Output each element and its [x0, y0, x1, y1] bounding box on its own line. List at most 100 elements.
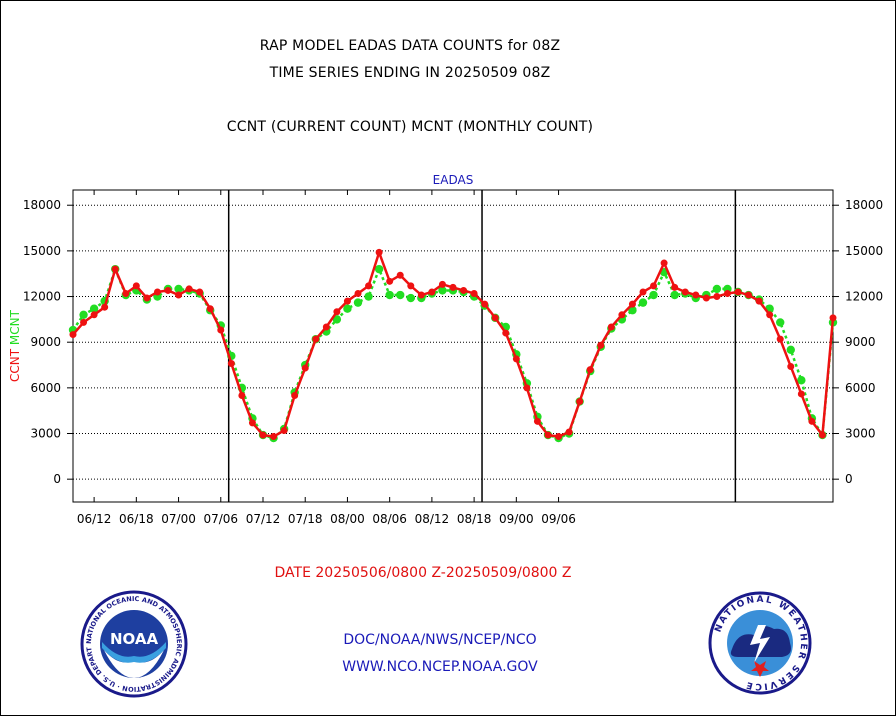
x-tick-label: 09/06 [541, 512, 576, 526]
data-point-ccnt [734, 288, 742, 296]
data-point-ccnt [69, 331, 77, 339]
data-point-ccnt [586, 366, 594, 374]
x-tick-label: 07/12 [246, 512, 281, 526]
plot-area-border [72, 189, 834, 503]
data-point-mcnt [353, 298, 363, 307]
data-point-mcnt [385, 290, 394, 300]
x-tick-label: 06/18 [119, 512, 154, 526]
data-point-ccnt [607, 323, 615, 331]
y-tick-label-left: 18000 [23, 198, 61, 212]
data-point-ccnt [555, 433, 563, 441]
data-point-ccnt [164, 286, 172, 294]
data-point-ccnt [143, 294, 151, 302]
doc-noaa-link[interactable]: DOC/NOAA/NWS/NCEP/NCO [343, 632, 537, 648]
data-point-ccnt [533, 417, 541, 425]
data-point-mcnt [649, 290, 658, 300]
data-point-ccnt [671, 283, 679, 291]
data-point-ccnt [132, 282, 140, 290]
data-point-mcnt [374, 264, 384, 274]
data-point-ccnt [280, 426, 288, 434]
data-point-ccnt [153, 288, 161, 296]
data-point-ccnt [692, 291, 700, 299]
data-point-mcnt [343, 304, 352, 313]
data-point-ccnt [312, 335, 320, 343]
y-tick-label-right: 0 [845, 472, 853, 486]
date-range-label: DATE 20250506/0800 Z-20250509/0800 Z [274, 565, 572, 581]
x-tick-label: 07/00 [161, 512, 196, 526]
noaa-logo-icon: NATIONAL OCEANIC AND ATMOSPHERIC ADMINIS… [80, 590, 188, 698]
chart-title-line-3: CCNT (CURRENT COUNT) MCNT (MONTHLY COUNT… [226, 119, 594, 135]
data-point-ccnt [417, 291, 425, 299]
data-point-ccnt [808, 417, 816, 425]
y-tick-label-left: 9000 [30, 335, 61, 349]
data-point-ccnt [407, 282, 415, 290]
data-point-ccnt [248, 419, 256, 427]
data-point-ccnt [270, 433, 278, 441]
x-tick-label: 08/18 [457, 512, 492, 526]
data-point-ccnt [470, 289, 478, 297]
data-point-mcnt [712, 284, 722, 294]
data-point-ccnt [343, 297, 351, 305]
data-point-mcnt [406, 293, 415, 303]
data-point-mcnt [786, 345, 795, 355]
data-point-ccnt [217, 326, 225, 334]
x-tick-label: 07/18 [288, 512, 323, 526]
data-point-ccnt [238, 391, 246, 399]
series-line-ccnt [72, 248, 835, 439]
data-point-mcnt [670, 290, 679, 300]
y-tick-label-left: 0 [53, 472, 61, 486]
data-point-ccnt [438, 280, 446, 288]
data-point-ccnt [702, 294, 710, 302]
data-point-ccnt [512, 355, 520, 363]
data-point-ccnt [227, 360, 235, 368]
data-point-ccnt [301, 364, 309, 372]
y-tick-label-right: 3000 [845, 427, 876, 441]
y-axis-label: CCNT MCNT [8, 309, 22, 382]
data-point-ccnt [650, 282, 658, 290]
data-point-ccnt [90, 311, 98, 319]
data-point-ccnt [375, 248, 383, 256]
data-point-ccnt [80, 318, 88, 326]
data-point-mcnt [438, 286, 447, 295]
nws-logo-icon: NATIONAL WEATHER SERVICE [708, 591, 812, 695]
noaa-logo-label: NOAA [110, 630, 159, 648]
data-point-ccnt [491, 314, 499, 322]
data-point-mcnt [797, 376, 806, 385]
y-axis-label-mcnt: MCNT [8, 309, 22, 345]
data-point-mcnt [364, 292, 373, 301]
data-point-ccnt [396, 271, 404, 279]
x-tick-label: 07/06 [203, 512, 238, 526]
data-point-ccnt [818, 431, 826, 439]
y-tick-label-left: 12000 [23, 290, 61, 304]
data-point-mcnt [174, 284, 183, 294]
data-point-ccnt [523, 384, 531, 392]
data-point-ccnt [185, 285, 193, 293]
nco-website-link[interactable]: WWW.NCO.NCEP.NOAA.GOV [342, 659, 538, 675]
data-point-ccnt [502, 329, 510, 337]
y-tick-label-left: 15000 [23, 244, 61, 258]
data-point-ccnt [259, 431, 267, 439]
x-tick-label: 06/12 [77, 512, 112, 526]
data-point-mcnt [776, 318, 785, 327]
chart-title-line-2: TIME SERIES ENDING IN 20250509 08Z [269, 65, 551, 81]
data-point-ccnt [101, 303, 109, 311]
data-point-mcnt [628, 306, 637, 315]
data-point-ccnt [776, 335, 784, 343]
data-point-ccnt [206, 305, 214, 313]
data-point-ccnt [755, 297, 763, 305]
y-tick-label-right: 9000 [845, 335, 876, 349]
data-point-ccnt [639, 288, 647, 296]
data-point-ccnt [386, 277, 394, 285]
data-point-ccnt [291, 391, 299, 399]
data-point-ccnt [723, 289, 731, 297]
data-point-ccnt [681, 288, 689, 296]
data-point-ccnt [797, 390, 805, 398]
y-tick-label-right: 12000 [845, 290, 883, 304]
data-point-ccnt [365, 282, 373, 290]
y-tick-label-right: 18000 [845, 198, 883, 212]
data-point-mcnt [638, 298, 648, 307]
data-point-ccnt [628, 300, 636, 308]
data-point-ccnt [481, 300, 489, 308]
data-point-ccnt [428, 288, 436, 296]
